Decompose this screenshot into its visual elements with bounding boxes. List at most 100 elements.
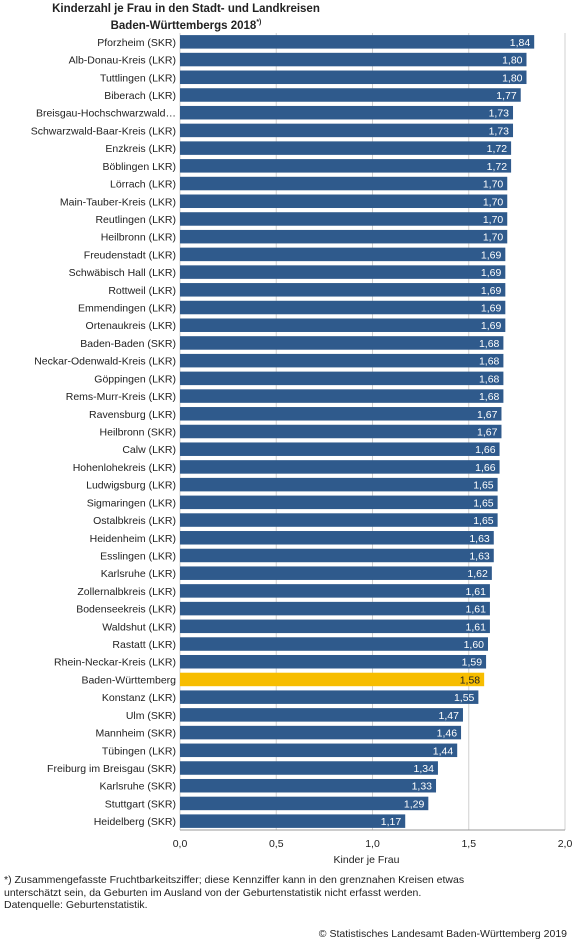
bar-value-label: 1,77 [496,90,517,102]
bar [180,743,458,758]
category-label: Pforzheim (SKR) [97,37,176,49]
bar-value-label: 1,67 [477,409,498,421]
bar [180,353,504,368]
bar-value-label: 1,69 [481,249,502,261]
bar [180,778,437,793]
bar [180,796,429,811]
bar-value-label: 1,34 [414,763,435,775]
bar-value-label: 1,17 [381,816,402,828]
bar [180,35,535,49]
x-axis: 0,0 0,5 1,0 1,5 2,0 Kinder je Frau [173,829,572,866]
category-label: Böblingen LKR) [102,161,176,173]
category-label: Rhein-Neckar-Kreis (LKR) [54,657,176,669]
bar-value-label: 1,61 [465,604,486,616]
bar-value-label: 1,66 [475,444,496,456]
category-label: Alb-Donau-Kreis (LKR) [69,55,176,67]
x-tick-label: 1,0 [365,838,380,850]
category-label: Lörrach (LKR) [110,179,176,191]
bars: Pforzheim (SKR) 1,84 Alb-Donau-Kreis (LKR)… [31,35,535,828]
bar [180,176,508,191]
category-label: Esslingen (LKR) [100,550,176,562]
bar [180,229,508,244]
bar-value-label: 1,44 [433,745,454,757]
bar-value-label: 1,72 [487,161,508,173]
category-label: Calw (LKR) [122,444,176,456]
bar-value-label: 1,80 [502,72,523,84]
category-label: Baden-Baden (SKR) [80,338,176,350]
bar [180,247,506,262]
category-label: Rems-Murr-Kreis (LKR) [66,391,176,403]
category-label: Ravensburg (LKR) [89,409,176,421]
bar [180,654,487,669]
chart-title-line1: Kinderzahl je Frau in den Stadt- und Lan… [52,3,320,15]
category-label: Neckar-Odenwald-Kreis (LKR) [34,356,176,368]
chart-title: Kinderzahl je Frau in den Stadt- und Lan… [0,3,372,33]
category-label: Biberach (LKR) [104,90,176,102]
bar-value-label: 1,63 [469,533,490,545]
bar-value-label: 1,69 [481,303,502,315]
bar-value-label: 1,73 [489,125,510,137]
bar [180,442,500,456]
category-label: Freiburg im Breisgau (SKR) [47,763,176,775]
bar [180,265,506,279]
category-label: Zollernalbkreis (LKR) [77,586,176,598]
bar-value-label: 1,73 [489,108,510,120]
category-label: Tübingen (LKR) [102,745,176,757]
category-label: Baden-Württemberg [81,674,176,686]
bar [180,460,500,474]
bar [180,531,494,545]
bar [180,194,508,209]
bar [180,548,494,563]
bar [180,105,514,120]
bar [180,318,506,332]
bar-value-label: 1,33 [412,781,433,793]
bar [180,761,438,775]
bar-value-label: 1,65 [473,515,494,527]
category-label: Heidenheim (LKR) [90,533,176,545]
x-tick-label: 1,5 [461,838,476,850]
bar-value-label: 1,47 [439,710,460,722]
bar-value-label: 1,55 [454,692,475,704]
bar [180,283,506,297]
bar-value-label: 1,69 [481,320,502,332]
bar [180,495,498,510]
bar-chart: Pforzheim (SKR) 1,84 Alb-Donau-Kreis (LKR)… [31,33,572,866]
bar-value-label: 1,70 [483,232,504,244]
title-footnote-mark: *) [256,19,262,26]
category-label: Schwarzwald-Baar-Kreis (LKR) [31,125,176,137]
category-label: Ostalbkreis (LKR) [93,515,176,527]
bar-value-label: 1,84 [510,37,531,49]
category-label: Heilbronn (SKR) [100,427,176,439]
bar-value-label: 1,63 [469,550,490,562]
bar-value-label: 1,72 [487,143,508,155]
bar-value-label: 1,70 [483,214,504,226]
chart-title-line2: Baden-Württembergs 2018*) [0,16,372,33]
footnote-line1: *) Zusammengefasste Fruchtbarkeitsziffer… [4,874,465,886]
bar-value-label: 1,68 [479,338,500,350]
category-label: Emmendingen (LKR) [78,303,176,315]
category-label: Freudenstadt (LKR) [84,249,176,261]
bar [180,336,504,350]
bar-value-label: 1,67 [477,427,498,439]
bar-value-label: 1,59 [462,657,483,669]
bar [180,619,490,634]
bar-value-label: 1,80 [502,55,523,67]
category-label: Heilbronn (LKR) [101,232,176,244]
bar-value-label: 1,65 [473,497,494,509]
bar [180,212,508,226]
footnote: *) Zusammengefasste Fruchtbarkeitsziffer… [4,874,574,912]
footnote-line2: unterschätzt sein, da Geburten im Auslan… [4,886,422,899]
x-axis-title: Kinder je Frau [334,854,400,866]
bar [180,371,504,386]
footnote-line3: Datenquelle: Geburtenstatistik. [4,899,148,911]
bar [180,584,490,598]
bar [180,477,498,492]
category-label: Breisgau-Hochschwarzwald… [36,108,176,120]
bar [180,672,485,687]
bar [180,566,492,580]
bar-value-label: 1,70 [483,179,504,191]
bar-value-label: 1,61 [465,586,486,598]
bar-value-label: 1,29 [404,798,425,810]
bar-value-label: 1,69 [481,267,502,279]
bar [180,424,502,439]
